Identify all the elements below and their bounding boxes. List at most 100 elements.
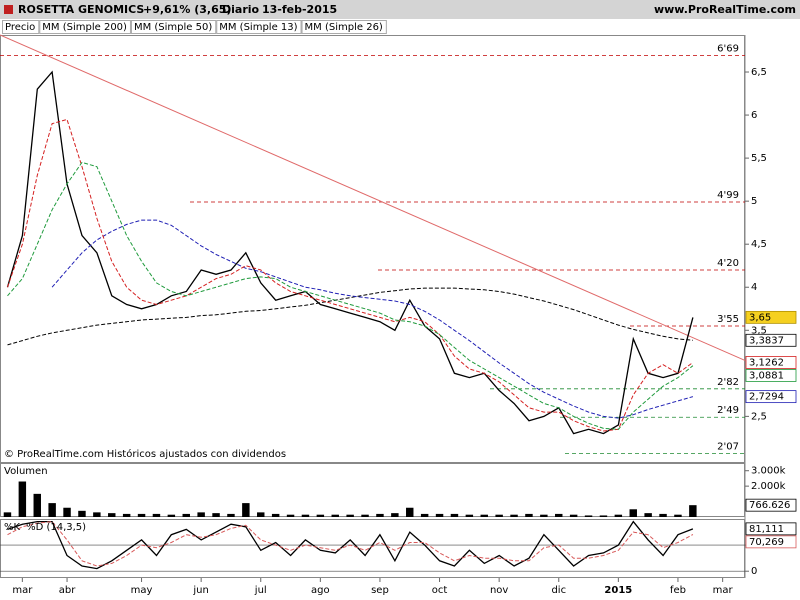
volume-bar: [480, 514, 488, 517]
volume-bar: [242, 503, 250, 517]
x-tick-label: oct: [432, 585, 448, 596]
y-tick-label: 2,5: [751, 411, 767, 422]
volume-bar: [555, 513, 563, 517]
panel-title: Volumen: [4, 466, 48, 477]
value-badge-label: 2,7294: [749, 392, 784, 403]
legend-entry: MM (Simple 13): [219, 22, 297, 33]
volume-bar: [510, 514, 518, 517]
volume-bar: [18, 481, 27, 517]
volume-bar: [361, 514, 369, 517]
legend-entry: MM (Simple 50): [134, 22, 212, 33]
series-line: [7, 520, 694, 570]
legend-entry: MM (Simple 200): [42, 22, 127, 33]
volume-bar: [152, 513, 161, 517]
volume-bar: [301, 514, 310, 517]
volume-bar: [659, 513, 667, 517]
x-tick-label: jul: [254, 585, 267, 596]
y-tick-label: 3,5: [751, 325, 767, 336]
series-line: [7, 521, 694, 567]
value-badge: [745, 356, 797, 369]
volume-bar: [48, 503, 56, 517]
volume-bar: [391, 513, 399, 517]
volume-bar: [3, 512, 12, 517]
volume-bar: [182, 513, 190, 517]
value-badge-label: 3,3837: [749, 335, 784, 346]
series-line: [7, 161, 694, 430]
volume-bar: [346, 514, 354, 517]
trendline: [0, 34, 746, 361]
x-tick-label: mar: [713, 585, 734, 596]
volume-bar: [271, 513, 280, 517]
series-line: [6, 70, 694, 435]
volume-bar: [212, 513, 220, 517]
y-tick-label: 6: [751, 110, 757, 121]
value-badge: [745, 535, 797, 549]
volume-bar: [331, 514, 339, 517]
y-tick-label: 0: [751, 566, 757, 577]
volume-bar: [525, 513, 533, 517]
x-tick-label: dic: [551, 585, 566, 596]
level-label: 4'99: [717, 190, 739, 201]
x-tick-label: feb: [670, 585, 686, 596]
legend-box: [130, 20, 217, 34]
symbol: ROSETTA GENOMICS: [18, 3, 144, 16]
volume-bar: [629, 509, 637, 517]
volume-bar: [197, 512, 205, 517]
period: Diario: [222, 3, 260, 16]
volume-bar: [63, 507, 71, 517]
legend-box: [216, 20, 302, 34]
level-label: 3'55: [717, 314, 739, 325]
value-badge: [745, 333, 797, 347]
volume-bar: [420, 513, 429, 517]
volume-bar: [495, 514, 503, 517]
value-badge: [745, 498, 797, 512]
x-tick-label: ago: [311, 585, 330, 596]
y-tick-label: 5: [751, 196, 757, 207]
x-tick-label: nov: [490, 585, 508, 596]
legend-entry: %K: [4, 522, 21, 533]
site: www.ProRealTime.com: [654, 3, 796, 16]
value-badge: [745, 310, 797, 324]
volume-bar: [137, 513, 146, 517]
y-tick-label: 6,5: [751, 67, 767, 78]
x-tick-label: abr: [59, 585, 76, 596]
value-badge: [745, 369, 797, 382]
volume-bar: [450, 513, 459, 517]
volume-bar: [78, 510, 86, 517]
volume-bar: [227, 513, 235, 517]
y-tick-label: 4: [751, 282, 757, 293]
value-badge-label: 3,1262: [749, 357, 784, 368]
header-icon: [4, 5, 13, 14]
legend-box: [39, 20, 131, 34]
volume-bar: [540, 514, 548, 517]
y-tick-label: 5,5: [751, 153, 767, 164]
legend-box: [301, 20, 387, 34]
volume-bar: [644, 513, 652, 517]
volume-bar: [569, 514, 578, 517]
legend-entry: %D (14,3,5): [26, 522, 86, 533]
level-label: 4'20: [717, 258, 739, 269]
header-bar: [0, 0, 800, 19]
volume-bar: [614, 514, 623, 517]
x-tick-label: jun: [192, 585, 208, 596]
value-badge-label: 766.626: [749, 500, 790, 511]
x-tick-label: mar: [12, 585, 33, 596]
legend-entry: Precio: [5, 22, 35, 33]
volume-bar: [167, 514, 176, 517]
volume-bar: [689, 505, 697, 517]
value-badge-label: 70,269: [749, 537, 784, 548]
volume-bar: [33, 493, 41, 517]
value-badge-label: 3,0881: [749, 370, 784, 381]
value-badge: [745, 522, 797, 536]
series-line: [51, 219, 694, 419]
change: +9,61% (3,65): [143, 3, 231, 16]
volume-bar: [376, 513, 384, 517]
volume-bar: [108, 513, 116, 517]
volume-bar: [465, 514, 474, 517]
footnote: © ProRealTime.com Históricos ajustados c…: [4, 448, 286, 460]
y-tick-label: 3.000k: [751, 466, 786, 477]
volume-bar: [257, 512, 265, 517]
x-tick-label: may: [131, 585, 153, 596]
volume-bar: [599, 515, 608, 517]
